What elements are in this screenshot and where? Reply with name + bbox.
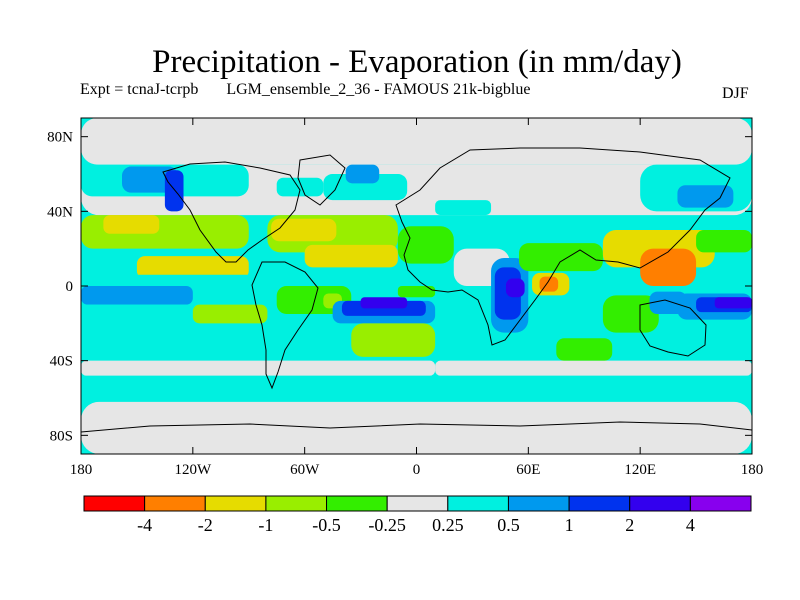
contour-region: [276, 177, 324, 197]
colorbar-level-label: -4: [137, 515, 152, 535]
contour-region: [164, 170, 184, 212]
coastline-australia: [639, 299, 707, 357]
coastline-greenland: [297, 154, 346, 206]
contour-region: [556, 338, 613, 361]
contour-region: [505, 278, 525, 298]
colorbar-swatch: [568, 495, 631, 512]
contour-region: [714, 297, 752, 309]
colorbar-swatch: [507, 495, 570, 512]
colorbar-level-label: 4: [686, 515, 695, 535]
contour-region: [81, 401, 752, 454]
map-area: [80, 117, 753, 455]
contour-region: [103, 215, 160, 234]
colorbar-swatch: [326, 495, 388, 512]
contour-region: [640, 248, 697, 286]
x-tick-label: 60W: [290, 462, 320, 478]
contour-region: [304, 244, 398, 268]
colorbar-level-label: 2: [625, 515, 634, 535]
coastline-antarctica: [81, 421, 752, 433]
colorbar-level-label: -0.5: [312, 515, 341, 535]
y-tick-label: 80N: [47, 130, 73, 146]
contour-region: [649, 291, 687, 314]
coastlines: [81, 147, 752, 433]
colorbar-swatch: [144, 495, 206, 512]
contour-region: [192, 304, 268, 324]
season-label: DJF: [722, 85, 749, 102]
colorbar-swatch: [83, 495, 146, 512]
colorbar-swatch: [629, 495, 691, 512]
contour-region: [323, 174, 408, 201]
contour-region: [136, 256, 249, 279]
colorbar-swatch: [265, 495, 328, 512]
contour-region: [602, 295, 659, 333]
contour-region: [435, 200, 492, 216]
contour-region: [271, 218, 337, 242]
contour-region: [519, 243, 603, 272]
x-tick-label: 180: [70, 462, 93, 478]
contour-region: [81, 118, 752, 165]
contour-region: [345, 164, 380, 184]
contour-region: [351, 323, 436, 357]
y-axis: 80N 40N 0 40S 80S: [47, 130, 752, 444]
colorbar-level-label: -2: [198, 515, 213, 535]
contour-region: [81, 274, 268, 286]
colorbar-level-label: 0.25: [432, 515, 464, 535]
y-tick-label: 80S: [50, 428, 73, 444]
colorbar-level-label: -0.25: [368, 515, 406, 535]
contour-region: [397, 226, 454, 264]
contour-regions: [81, 118, 752, 454]
x-tick-label: 60E: [516, 462, 540, 478]
coastline-south-america: [251, 261, 319, 390]
y-tick-label: 40N: [47, 204, 73, 220]
colorbar-swatch: [447, 495, 509, 512]
x-tick-label: 180: [741, 462, 764, 478]
experiment-label: Expt = tcnaJ-tcrpb: [80, 81, 199, 98]
colorbar-swatch: [386, 495, 449, 512]
contour-region: [81, 360, 436, 376]
colorbar-level-label: 0.5: [497, 515, 520, 535]
contour-region: [81, 304, 212, 324]
x-tick-label: 0: [413, 462, 421, 478]
colorbar-level-label: 1: [565, 515, 574, 535]
contour-region: [677, 185, 734, 208]
coastline-africa-eurasia: [395, 147, 731, 346]
y-tick-label: 40S: [50, 354, 73, 370]
x-tick-label: 120W: [174, 462, 212, 478]
colorbar-swatch: [689, 495, 752, 512]
contour-region: [81, 286, 193, 305]
contour-region: [360, 297, 408, 309]
contour-region: [435, 360, 752, 376]
colorbar-level-label: -1: [258, 515, 273, 535]
contour-region: [696, 230, 752, 253]
contour-region: [81, 375, 752, 402]
y-tick-label: 0: [66, 279, 74, 295]
contour-region: [397, 286, 436, 298]
x-tick-label: 120E: [624, 462, 656, 478]
coastline-north-america: [162, 161, 301, 263]
chart-subtitle: Expt = tcnaJ-tcrpb LGM_ensemble_2_36 - F…: [80, 81, 530, 99]
colorbar: -4 -2 -1 -0.5 -0.25 0.25 0.5 1 2 4: [83, 495, 752, 535]
run-label: LGM_ensemble_2_36 - FAMOUS 21k-bigblue: [226, 81, 531, 98]
chart-title: Precipitation - Evaporation (in mm/day): [152, 44, 682, 80]
colorbar-swatch: [204, 495, 267, 512]
x-axis: 180 120W 60W 0 60E 120E 180: [70, 118, 764, 478]
